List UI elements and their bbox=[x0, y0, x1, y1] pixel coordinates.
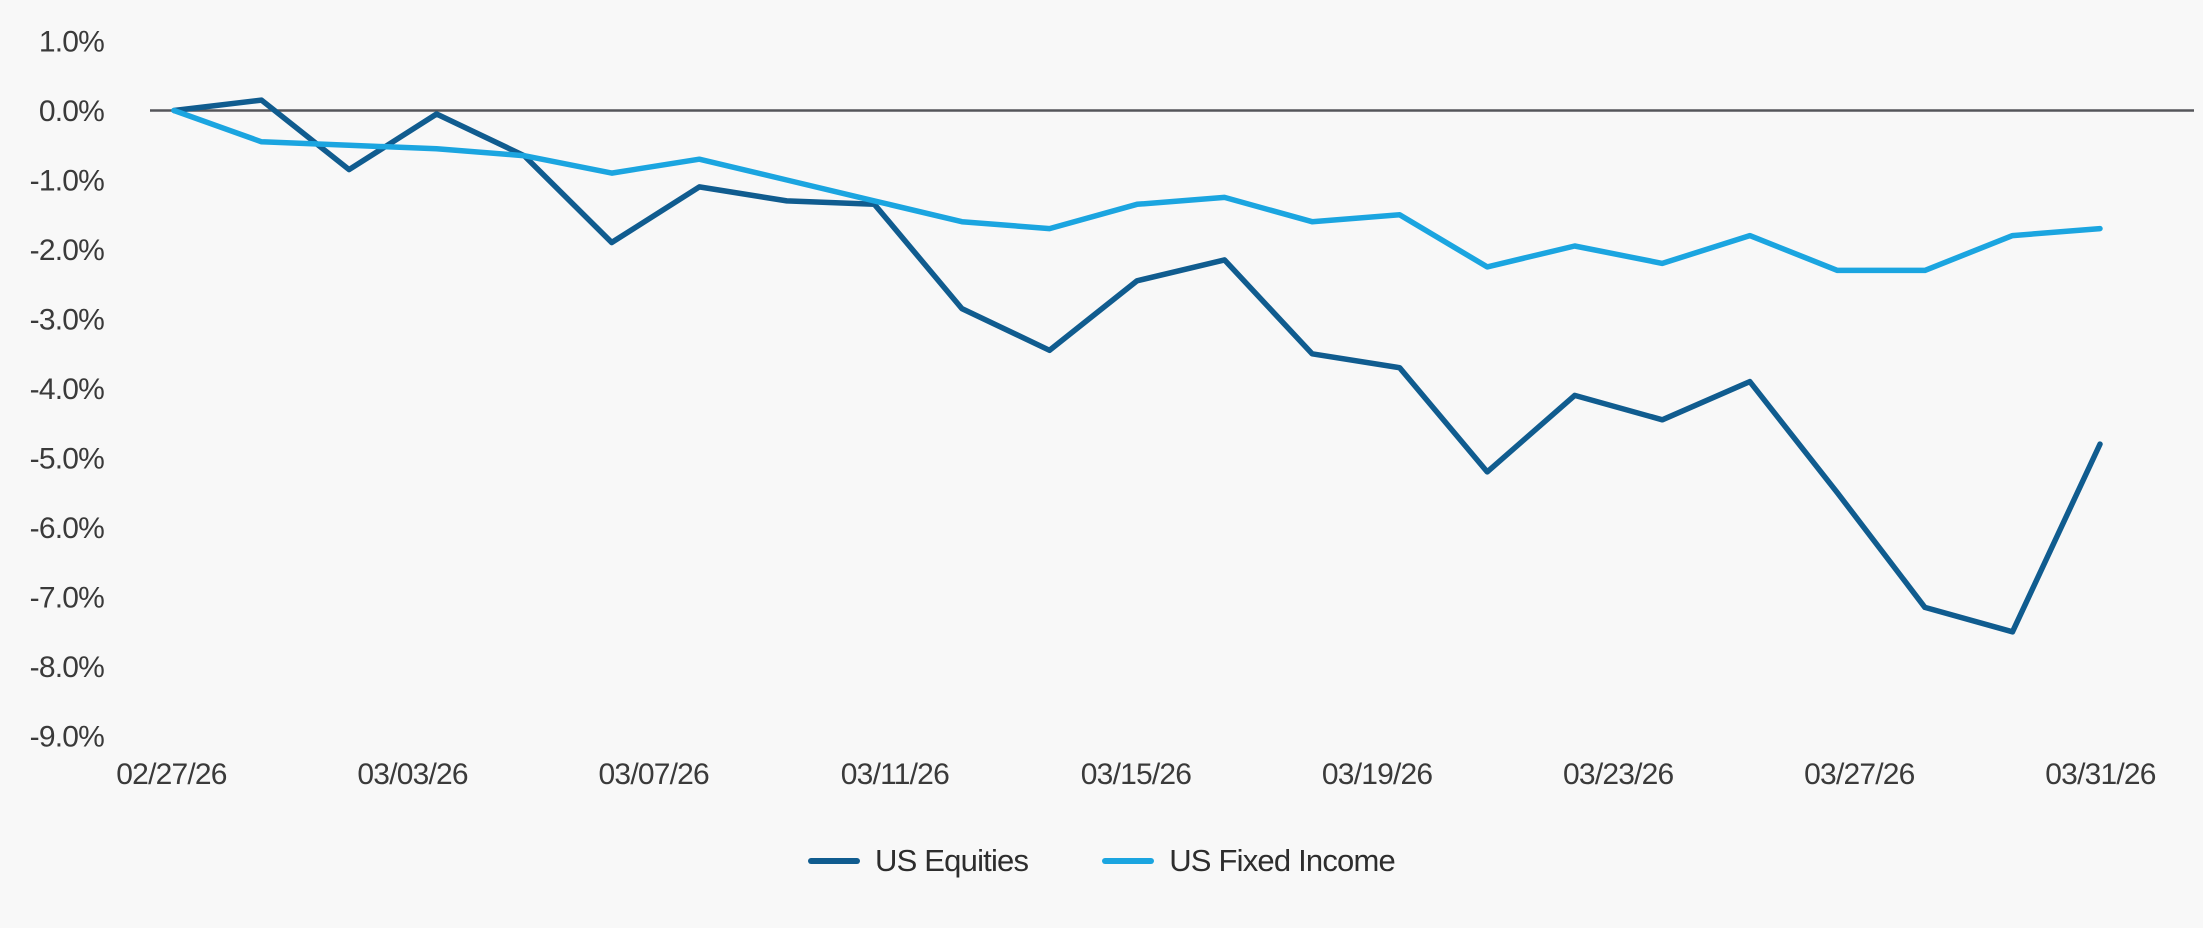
x-tick-label: 03/27/26 bbox=[1804, 758, 1914, 791]
y-tick-label: -6.0% bbox=[30, 512, 104, 545]
chart-legend: US Equities US Fixed Income bbox=[0, 843, 2203, 879]
x-tick-label: 03/15/26 bbox=[1081, 758, 1191, 791]
y-tick-label: -1.0% bbox=[30, 165, 104, 198]
y-tick-label: 1.0% bbox=[39, 26, 104, 59]
us-fixed-income-line bbox=[171, 107, 2103, 274]
us-fixed-income-swatch-icon bbox=[1102, 858, 1155, 864]
y-tick-label: -8.0% bbox=[30, 651, 104, 684]
y-tick-label: -2.0% bbox=[30, 234, 104, 267]
x-tick-label: 03/19/26 bbox=[1322, 758, 1432, 791]
legend-item-us-equities[interactable]: US Equities bbox=[808, 843, 1029, 879]
legend-label-us-equities: US Equities bbox=[875, 843, 1029, 878]
y-tick-label: 0.0% bbox=[39, 95, 104, 128]
x-tick-label: 03/07/26 bbox=[599, 758, 709, 791]
y-tick-label: -5.0% bbox=[30, 443, 104, 476]
y-tick-label: -9.0% bbox=[30, 721, 104, 754]
us-equities-swatch-icon bbox=[808, 858, 861, 864]
y-tick-label: -3.0% bbox=[30, 304, 104, 337]
legend-item-us-fixed-income[interactable]: US Fixed Income bbox=[1102, 843, 1396, 879]
legend-label-us-fixed-income: US Fixed Income bbox=[1169, 843, 1396, 878]
x-tick-label: 03/23/26 bbox=[1563, 758, 1673, 791]
y-tick-label: -7.0% bbox=[30, 582, 104, 615]
y-tick-label: -4.0% bbox=[30, 373, 104, 406]
x-tick-label: 02/27/26 bbox=[116, 758, 226, 791]
x-tick-label: 03/11/26 bbox=[841, 758, 949, 791]
us-equities-line bbox=[171, 97, 2103, 635]
x-tick-label: 03/31/26 bbox=[2045, 758, 2155, 791]
x-tick-label: 03/03/26 bbox=[357, 758, 467, 791]
